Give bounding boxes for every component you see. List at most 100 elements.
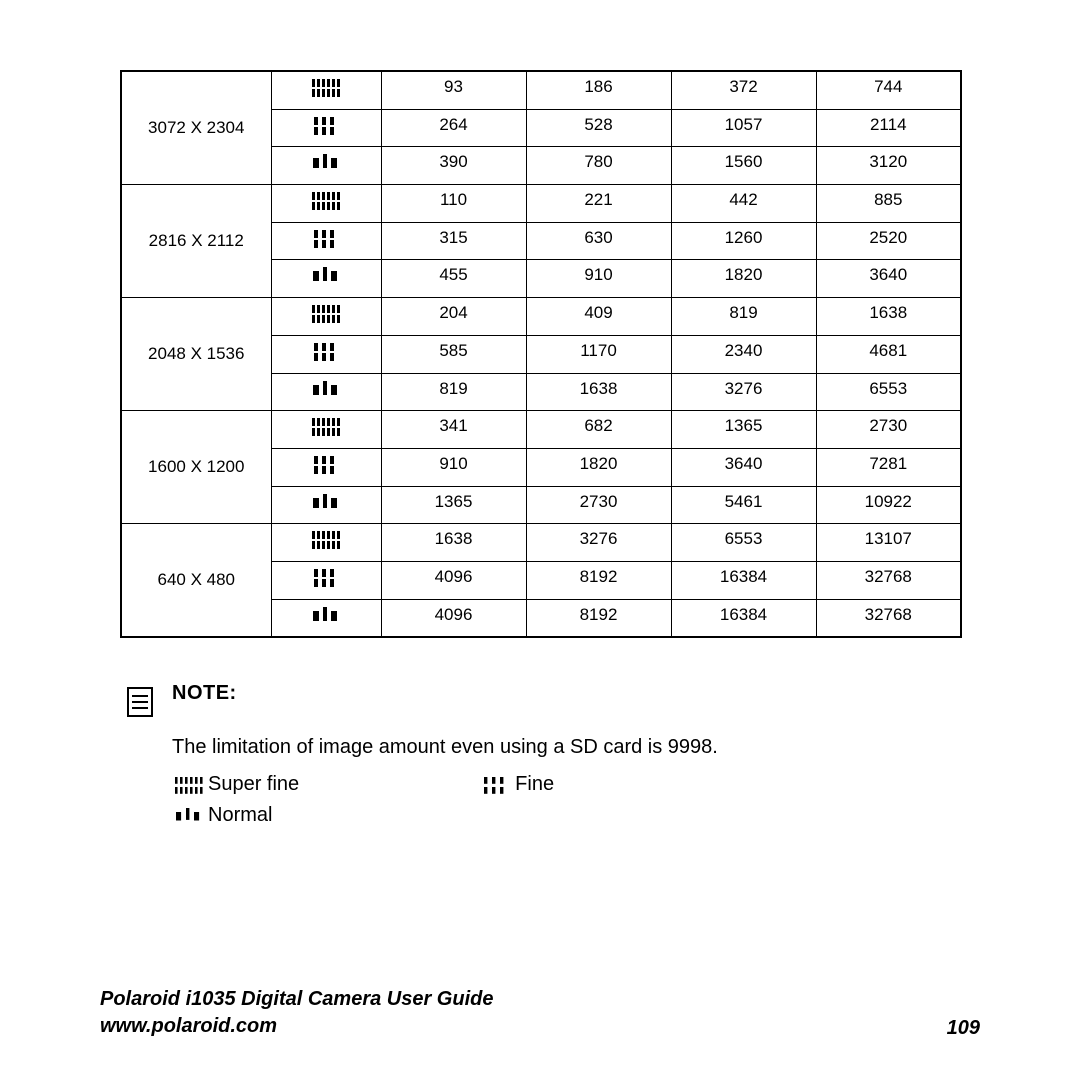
value-cell: 390 — [381, 147, 526, 185]
value-cell: 2114 — [816, 109, 961, 147]
super-fine-icon — [309, 79, 343, 97]
value-cell: 819 — [671, 298, 816, 336]
legend-fine: Fine — [515, 769, 554, 800]
value-cell: 32768 — [816, 599, 961, 637]
super-fine-icon — [309, 531, 343, 549]
value-cell: 442 — [671, 185, 816, 223]
value-cell: 630 — [526, 222, 671, 260]
quality-icon-cell — [271, 561, 381, 599]
normal-icon — [309, 494, 343, 512]
value-cell: 372 — [671, 71, 816, 109]
notepad-icon — [126, 684, 154, 718]
value-cell: 6553 — [816, 373, 961, 411]
fine-icon — [309, 456, 343, 474]
table-row: 2816 X 2112110221442885 — [121, 185, 961, 223]
value-cell: 10922 — [816, 486, 961, 524]
value-cell: 528 — [526, 109, 671, 147]
resolution-cell: 640 X 480 — [121, 524, 271, 638]
value-cell: 4096 — [381, 599, 526, 637]
quality-icon-cell — [271, 185, 381, 223]
value-cell: 3276 — [526, 524, 671, 562]
value-cell: 32768 — [816, 561, 961, 599]
value-cell: 1260 — [671, 222, 816, 260]
capacity-table: 3072 X 230493186372744264528105721143907… — [120, 70, 962, 638]
normal-icon — [309, 381, 343, 399]
super-fine-icon — [172, 777, 200, 793]
fine-icon — [309, 117, 343, 135]
value-cell: 1638 — [381, 524, 526, 562]
value-cell: 2730 — [816, 411, 961, 449]
note-block: NOTE: The limitation of image amount eve… — [120, 682, 960, 831]
value-cell: 2520 — [816, 222, 961, 260]
value-cell: 585 — [381, 335, 526, 373]
table-row: 3072 X 230493186372744 — [121, 71, 961, 109]
value-cell: 221 — [526, 185, 671, 223]
resolution-cell: 2048 X 1536 — [121, 298, 271, 411]
quality-icon-cell — [271, 71, 381, 109]
value-cell: 1365 — [671, 411, 816, 449]
value-cell: 13107 — [816, 524, 961, 562]
footer-title: Polaroid i1035 Digital Camera User Guide — [100, 986, 493, 1013]
value-cell: 2730 — [526, 486, 671, 524]
value-cell: 8192 — [526, 599, 671, 637]
fine-icon — [309, 569, 343, 587]
fine-icon — [309, 343, 343, 361]
normal-icon — [309, 267, 343, 285]
super-fine-icon — [309, 305, 343, 323]
value-cell: 264 — [381, 109, 526, 147]
quality-icon-cell — [271, 448, 381, 486]
value-cell: 6553 — [671, 524, 816, 562]
quality-icon-cell — [271, 411, 381, 449]
value-cell: 1057 — [671, 109, 816, 147]
value-cell: 3120 — [816, 147, 961, 185]
value-cell: 7281 — [816, 448, 961, 486]
value-cell: 1560 — [671, 147, 816, 185]
super-fine-icon — [309, 192, 343, 210]
value-cell: 910 — [381, 448, 526, 486]
footer-url: www.polaroid.com — [100, 1013, 493, 1040]
value-cell: 4096 — [381, 561, 526, 599]
legend-super-fine: Super fine — [208, 769, 299, 800]
quality-icon-cell — [271, 298, 381, 336]
normal-icon — [309, 154, 343, 172]
value-cell: 16384 — [671, 561, 816, 599]
table-row: 640 X 48016383276655313107 — [121, 524, 961, 562]
fine-icon — [479, 777, 507, 793]
value-cell: 780 — [526, 147, 671, 185]
value-cell: 455 — [381, 260, 526, 298]
value-cell: 682 — [526, 411, 671, 449]
value-cell: 93 — [381, 71, 526, 109]
value-cell: 819 — [381, 373, 526, 411]
quality-icon-cell — [271, 524, 381, 562]
table-row: 2048 X 15362044098191638 — [121, 298, 961, 336]
normal-icon — [309, 607, 343, 625]
value-cell: 186 — [526, 71, 671, 109]
super-fine-icon — [309, 418, 343, 436]
quality-icon-cell — [271, 599, 381, 637]
value-cell: 744 — [816, 71, 961, 109]
quality-icon-cell — [271, 335, 381, 373]
value-cell: 5461 — [671, 486, 816, 524]
value-cell: 1170 — [526, 335, 671, 373]
value-cell: 2340 — [671, 335, 816, 373]
value-cell: 8192 — [526, 561, 671, 599]
page-footer: Polaroid i1035 Digital Camera User Guide… — [100, 986, 980, 1040]
quality-icon-cell — [271, 486, 381, 524]
value-cell: 3276 — [671, 373, 816, 411]
note-title: NOTE: — [172, 682, 237, 705]
value-cell: 910 — [526, 260, 671, 298]
resolution-cell: 2816 X 2112 — [121, 185, 271, 298]
value-cell: 341 — [381, 411, 526, 449]
quality-icon-cell — [271, 260, 381, 298]
value-cell: 3640 — [671, 448, 816, 486]
value-cell: 315 — [381, 222, 526, 260]
quality-icon-cell — [271, 373, 381, 411]
value-cell: 110 — [381, 185, 526, 223]
value-cell: 16384 — [671, 599, 816, 637]
value-cell: 204 — [381, 298, 526, 336]
resolution-cell: 1600 X 1200 — [121, 411, 271, 524]
value-cell: 1820 — [671, 260, 816, 298]
fine-icon — [309, 230, 343, 248]
value-cell: 1638 — [816, 298, 961, 336]
quality-icon-cell — [271, 222, 381, 260]
